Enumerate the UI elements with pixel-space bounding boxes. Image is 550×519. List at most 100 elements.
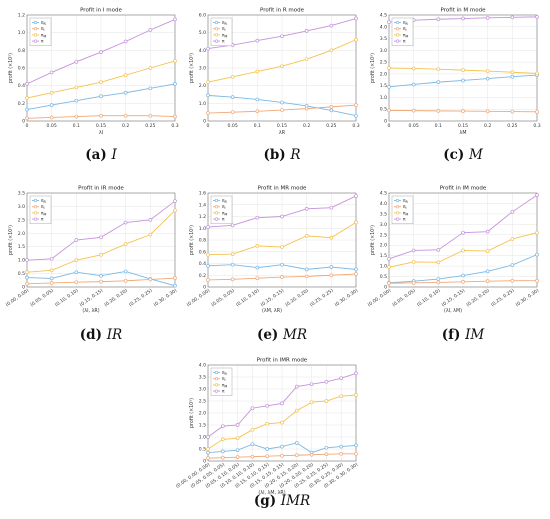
data-point	[99, 50, 103, 54]
panel-caption: (c) M	[443, 147, 484, 163]
data-point	[99, 273, 103, 278]
panel-caption: (b) R	[263, 147, 300, 163]
data-point	[148, 218, 153, 222]
caption-variable: M	[468, 147, 484, 163]
x-axis-label: λR	[279, 130, 286, 136]
data-point	[74, 85, 79, 90]
data-point	[387, 20, 391, 24]
data-point	[354, 443, 358, 448]
data-point	[329, 23, 334, 28]
x-tick-label: 0.05	[228, 123, 238, 129]
data-point	[220, 449, 225, 454]
data-point	[535, 193, 539, 197]
y-tick-label: 0.8	[18, 48, 25, 54]
data-point	[280, 64, 284, 69]
y-tick-label: 2.0	[199, 411, 206, 417]
data-point	[235, 423, 240, 427]
data-point	[173, 208, 177, 213]
panel-caption: (d) IR	[80, 327, 122, 343]
data-point	[324, 379, 329, 384]
data-point	[206, 80, 210, 84]
data-point	[461, 78, 465, 83]
legend-label: π	[403, 217, 406, 222]
data-point	[250, 454, 255, 459]
data-point	[461, 109, 465, 113]
y-axis-label: profit (×10⁵)	[189, 53, 195, 83]
data-point	[535, 230, 539, 235]
legend-marker	[33, 20, 38, 25]
x-tick-label: 0.15	[458, 123, 468, 129]
data-point	[74, 114, 79, 119]
plot-frame	[388, 192, 538, 288]
legend-marker	[33, 33, 38, 37]
data-point	[354, 103, 358, 107]
y-tick-label: 3.0	[18, 204, 25, 210]
data-point	[510, 74, 515, 79]
data-point	[173, 17, 177, 22]
data-point	[354, 37, 358, 42]
data-point	[280, 214, 284, 219]
data-point	[250, 427, 255, 432]
data-point	[148, 86, 153, 91]
data-point	[206, 93, 210, 98]
y-tick-label: 1.0	[380, 264, 387, 270]
panel-caption: (f) IM	[442, 327, 486, 343]
legend-box	[29, 195, 52, 224]
y-tick-label: 0.5	[380, 107, 387, 113]
plot-frame	[26, 192, 176, 288]
x-tick-label: (0.15, 0.15)	[441, 288, 467, 308]
x-tick-label: 0	[388, 123, 391, 129]
chart-title: Profit in MR mode	[258, 186, 307, 192]
x-tick-label: 0.25	[326, 123, 336, 129]
data-point	[206, 252, 210, 257]
data-point	[49, 281, 54, 285]
data-point	[49, 103, 54, 107]
caption-variable: IM	[464, 327, 485, 343]
data-point	[99, 80, 103, 84]
caption-variable: IMR	[280, 493, 310, 509]
x-tick-label: (0.00, 0.00)	[367, 288, 393, 308]
data-point	[535, 71, 539, 76]
x-tick-label: 0.1	[73, 123, 80, 129]
data-point	[294, 384, 299, 389]
y-tick-label: 0	[384, 285, 387, 291]
chart-panel-e: Profit in MR mode 0 0.2 0.4 0.6 0.8 1.0 1.2 1.4 1…	[186, 186, 360, 344]
x-tick-label: (0.10, 0.10)	[416, 288, 442, 308]
data-point	[123, 269, 128, 274]
caption-variable: R	[289, 147, 300, 163]
chart-panel-b: Profit in R mode 0 1.0 2.0 3.0 4.0 5.0 6.0 profi…	[189, 8, 360, 164]
legend-label: πR	[222, 20, 228, 26]
data-point	[485, 279, 490, 284]
data-point	[74, 238, 79, 242]
y-tick-label: 2.5	[380, 232, 387, 238]
y-tick-label: 0.4	[18, 83, 25, 89]
y-tick-label: 2.0	[380, 243, 387, 249]
data-point	[485, 76, 490, 81]
data-point	[510, 237, 515, 241]
data-point	[25, 116, 29, 121]
data-point	[123, 90, 128, 95]
data-point	[354, 451, 358, 456]
plot-frame	[207, 364, 357, 462]
y-tick-label: 3.5	[380, 211, 387, 217]
legend-marker	[33, 27, 38, 31]
data-point	[206, 456, 210, 460]
legend-label: πI	[222, 204, 226, 210]
data-point	[280, 245, 284, 249]
caption-label: (d)	[80, 327, 107, 343]
y-tick-label: 2.0	[18, 231, 25, 237]
data-point	[99, 279, 103, 284]
data-point	[235, 455, 240, 460]
data-point	[535, 252, 539, 257]
data-point	[206, 46, 210, 51]
caption-label: (e)	[257, 327, 283, 343]
x-tick-label: (0.30, 0.30)	[515, 288, 541, 308]
legend-marker	[214, 389, 219, 393]
data-point	[324, 452, 329, 457]
data-point	[294, 453, 299, 458]
y-tick-label: 0.2	[18, 101, 25, 107]
y-axis-label: profit (×10⁵)	[189, 225, 195, 255]
legend-marker	[395, 198, 400, 203]
x-tick-label: (0.00, 0.00)	[186, 288, 212, 308]
data-point	[304, 29, 309, 33]
